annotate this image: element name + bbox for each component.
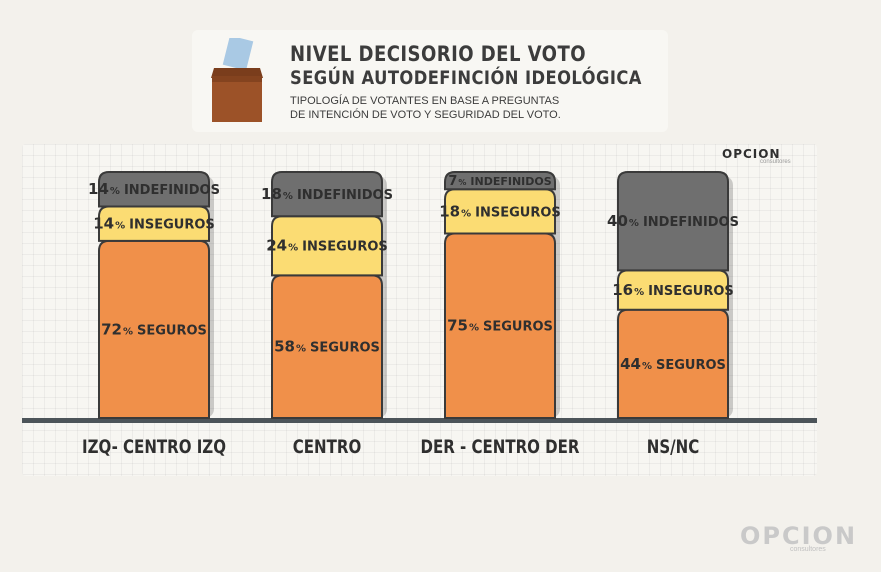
series-name: SEGUROS (137, 323, 207, 338)
bar-segment-indefinidos (444, 171, 556, 191)
bar-segment-indefinidos (271, 171, 383, 218)
data-value: 72 (101, 320, 122, 338)
bar-data-label: 18% INSEGUROS (439, 202, 561, 220)
bar-data-label: 14% INDEFINIDOS (88, 180, 220, 198)
category-label: DER - CENTRO DER (420, 436, 580, 458)
data-unit: % (469, 323, 479, 334)
opcion-logo: OPCION (722, 147, 781, 161)
bar-data-label: 16% INSEGUROS (612, 281, 734, 299)
data-unit: % (115, 221, 125, 232)
data-value: 58 (274, 338, 295, 356)
bar-group: 44% SEGUROS 16% INSEGUROS 40% INDEFINIDOS (607, 171, 739, 419)
data-value: 7 (448, 174, 457, 189)
bar-group: 72% SEGUROS 14% INSEGUROS 14% INDEFINIDOS (88, 171, 220, 419)
series-name: INSEGUROS (302, 240, 388, 255)
chart-title: NIVEL DECISORIO DEL VOTO (290, 42, 587, 66)
category-label: CENTRO (293, 436, 361, 458)
data-value: 75 (447, 317, 468, 335)
opcion-watermark-tagline: consultores (790, 546, 826, 553)
bar-data-label: 7% INDEFINIDOS (448, 174, 551, 189)
ballot-box-icon (211, 38, 263, 122)
data-unit: % (283, 191, 293, 202)
series-name: INDEFINIDOS (297, 188, 393, 203)
header-card (192, 30, 668, 132)
series-name: SEGUROS (310, 341, 380, 356)
series-name: SEGUROS (656, 358, 726, 373)
data-value: 40 (607, 212, 628, 230)
data-unit: % (458, 178, 466, 187)
data-value: 18 (439, 202, 460, 220)
bar-data-label: 72% SEGUROS (101, 320, 207, 338)
chart-subtitle: TIPOLOGÍA DE VOTANTES EN BASE A PREGUNTA… (290, 95, 560, 107)
data-value: 16 (612, 281, 633, 299)
data-value: 44 (620, 355, 641, 373)
data-value: 24 (266, 237, 287, 255)
data-unit: % (629, 218, 639, 229)
bar-data-label: 14% INSEGUROS (93, 215, 215, 233)
data-unit: % (461, 208, 471, 219)
data-unit: % (123, 326, 133, 337)
data-unit: % (634, 287, 644, 298)
bar-group: 58% SEGUROS 24% INSEGUROS 18% INDEFINIDOS (261, 171, 393, 419)
data-unit: % (110, 186, 120, 197)
category-label: NS/NC (647, 436, 699, 458)
series-name: INDEFINIDOS (124, 183, 220, 198)
series-name: INSEGUROS (129, 218, 215, 233)
data-unit: % (288, 243, 298, 254)
series-name: INDEFINIDOS (470, 175, 551, 188)
chart-title-line-2: SEGÚN AUTODEFINCIÓN IDEOLÓGICA (290, 67, 642, 89)
bar-data-label: 75% SEGUROS (447, 317, 553, 335)
chart-baseline (22, 418, 817, 423)
bar-group: 75% SEGUROS 18% INSEGUROS 7% INDEFINIDOS (439, 171, 561, 419)
bar-data-label: 44% SEGUROS (620, 355, 726, 373)
series-name: INDEFINIDOS (643, 215, 739, 230)
data-value: 14 (93, 215, 114, 233)
category-label: IZQ- CENTRO IZQ (82, 436, 226, 458)
bar-data-label: 40% INDEFINIDOS (607, 212, 739, 230)
data-value: 14 (88, 180, 109, 198)
series-name: INSEGUROS (648, 284, 734, 299)
bar-segment-indefinidos (98, 171, 210, 208)
series-name: SEGUROS (483, 320, 553, 335)
bar-data-label: 18% INDEFINIDOS (261, 185, 393, 203)
bar-data-label: 58% SEGUROS (274, 338, 380, 356)
data-unit: % (296, 344, 306, 355)
chart-subtitle-line-2: DE INTENCIÓN DE VOTO Y SEGURIDAD DEL VOT… (290, 109, 561, 121)
series-name: INSEGUROS (475, 205, 561, 220)
opcion-watermark-logo: OPCION (740, 522, 858, 550)
opcion-logo-tagline: consultores (760, 159, 791, 165)
bar-data-label: 24% INSEGUROS (266, 237, 388, 255)
data-unit: % (642, 361, 652, 372)
bar-segment-indefinidos (617, 171, 729, 272)
data-value: 18 (261, 185, 282, 203)
